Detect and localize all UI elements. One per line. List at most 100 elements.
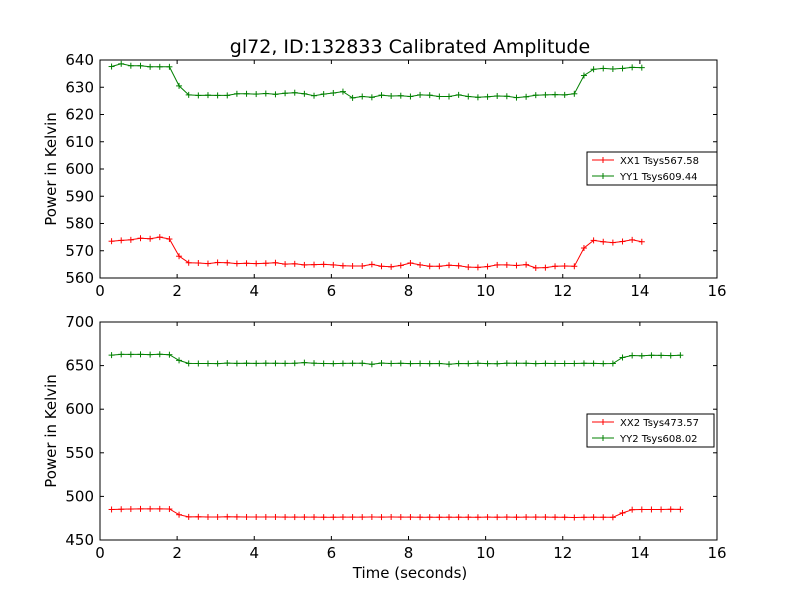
data-point (638, 352, 645, 359)
data-point (465, 93, 472, 100)
legend-label: XX1 Tsys567.58 (620, 156, 699, 167)
data-point (233, 513, 240, 520)
data-point (243, 90, 250, 97)
data-point (417, 91, 424, 98)
data-point (552, 91, 559, 98)
data-point (166, 351, 173, 358)
data-point (542, 91, 549, 98)
data-point (378, 360, 385, 367)
data-point (204, 513, 211, 520)
x-tick-label: 16 (707, 544, 726, 562)
data-point (368, 361, 375, 368)
data-point (571, 360, 578, 367)
data-point (339, 262, 346, 269)
data-point (658, 506, 665, 513)
data-point (494, 514, 501, 521)
data-point (214, 259, 221, 266)
data-point (282, 90, 289, 97)
data-point (176, 357, 183, 364)
data-point (137, 62, 144, 69)
data-point (311, 514, 318, 521)
y-tick-label: 560 (65, 269, 94, 287)
bottom-legend: XX2 Tsys473.57 YY2 Tsys608.02 (586, 413, 715, 448)
data-point (214, 513, 221, 520)
legend-item: XX1 Tsys567.58 (592, 156, 699, 167)
data-point (503, 93, 510, 100)
data-point (638, 238, 645, 245)
data-point (474, 94, 481, 101)
data-point (291, 260, 298, 267)
data-point (301, 359, 308, 366)
data-point (436, 514, 443, 521)
data-point (503, 514, 510, 521)
data-point (542, 514, 549, 521)
data-point (561, 91, 568, 98)
data-point (349, 263, 356, 270)
data-point (494, 92, 501, 99)
x-tick-label: 14 (630, 282, 649, 300)
data-point (397, 262, 404, 269)
data-point (224, 92, 231, 99)
data-point (667, 506, 674, 513)
data-point (552, 360, 559, 367)
data-point (426, 263, 433, 270)
x-axis-label: Time (seconds) (352, 564, 468, 582)
data-point (301, 261, 308, 268)
data-point (195, 513, 202, 520)
x-tick-label: 8 (404, 282, 414, 300)
data-point (677, 352, 684, 359)
y-tick-label: 640 (65, 51, 94, 69)
data-point (580, 245, 587, 252)
data-point (166, 63, 173, 70)
data-point (176, 511, 183, 518)
data-point (417, 514, 424, 521)
data-point (436, 360, 443, 367)
data-point (233, 260, 240, 267)
y-tick-label: 450 (65, 531, 94, 549)
data-point (667, 352, 674, 359)
data-point (407, 260, 414, 267)
data-point (272, 259, 279, 266)
data-point (561, 360, 568, 367)
data-point (156, 351, 163, 358)
data-point (629, 236, 636, 243)
data-point (349, 94, 356, 101)
data-point (436, 93, 443, 100)
data-point (349, 360, 356, 367)
data-point (397, 514, 404, 521)
data-point (378, 263, 385, 270)
y-tick-label: 610 (65, 133, 94, 151)
data-point (609, 514, 616, 521)
data-point (436, 263, 443, 270)
data-point (580, 72, 587, 79)
data-point (166, 506, 173, 513)
data-point (176, 253, 183, 260)
data-point (311, 261, 318, 268)
data-point (600, 514, 607, 521)
data-point (156, 234, 163, 241)
data-point (301, 514, 308, 521)
data-point (108, 238, 115, 245)
data-point (359, 360, 366, 367)
data-point (320, 514, 327, 521)
x-tick-label: 10 (476, 282, 495, 300)
x-tick-label: 0 (95, 282, 105, 300)
data-point (484, 360, 491, 367)
data-point (629, 506, 636, 513)
x-tick-label: 0 (95, 544, 105, 562)
x-tick-label: 8 (404, 544, 414, 562)
data-point (474, 514, 481, 521)
data-point (523, 514, 530, 521)
x-tick-label: 6 (327, 544, 337, 562)
y-tick-label: 600 (65, 400, 94, 418)
data-point (532, 264, 539, 271)
y-tick-label: 590 (65, 187, 94, 205)
legend-item: XX2 Tsys473.57 (592, 418, 699, 429)
data-point (417, 261, 424, 268)
data-point (195, 260, 202, 267)
data-point (503, 360, 510, 367)
y-tick-label: 700 (65, 313, 94, 331)
data-point (118, 237, 125, 244)
data-point (677, 506, 684, 513)
data-point (224, 360, 231, 367)
